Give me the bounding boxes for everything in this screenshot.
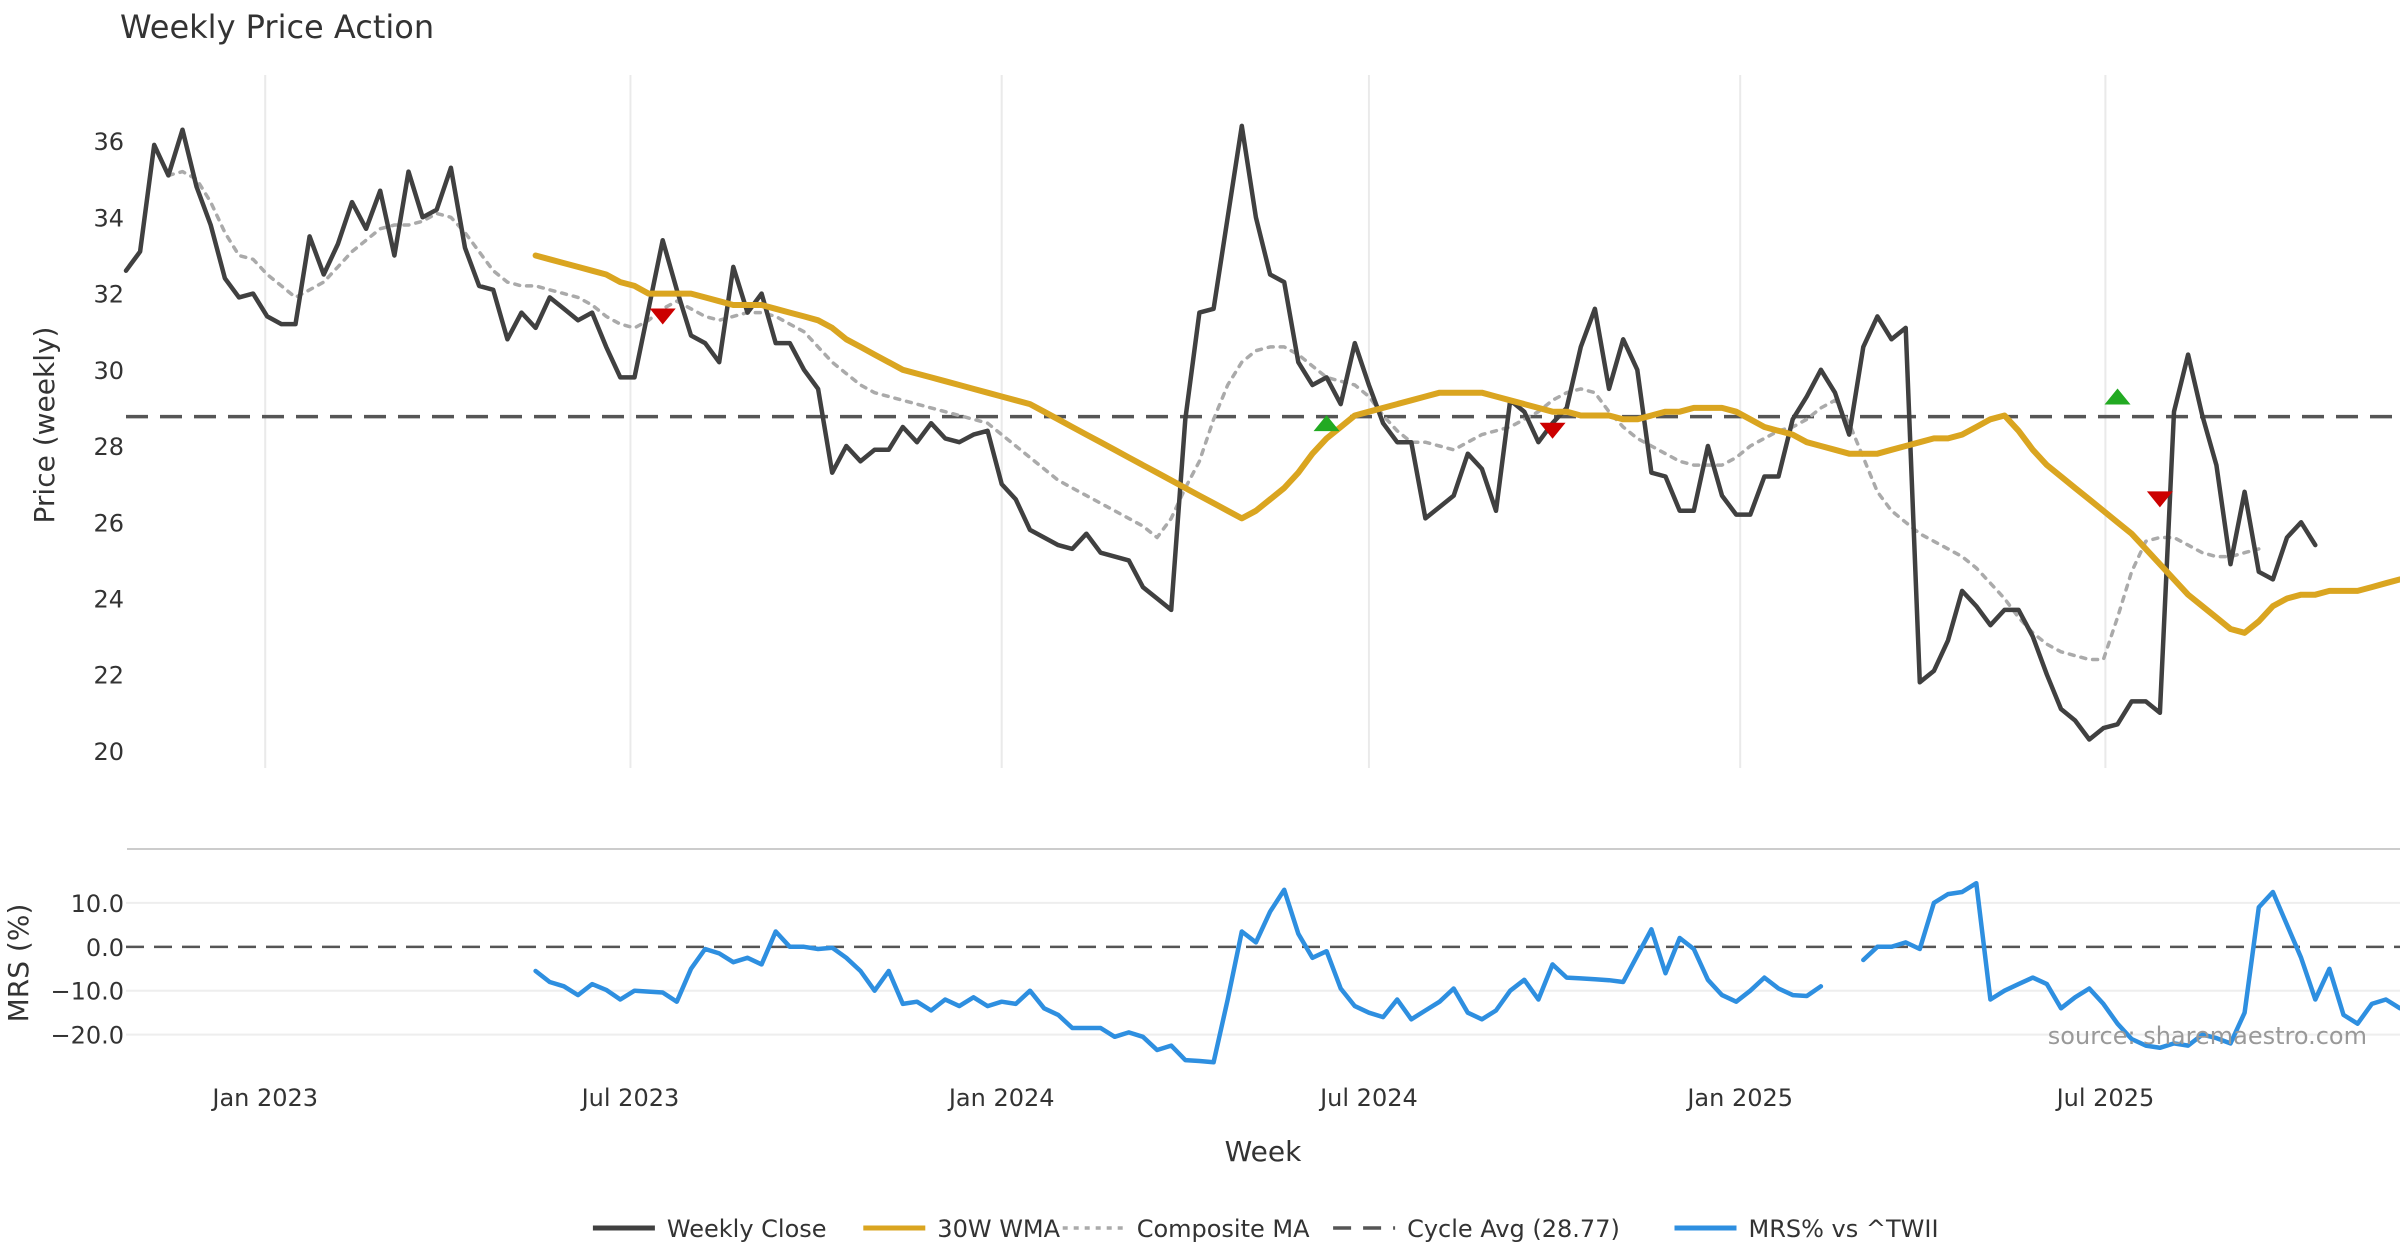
x-tick-label: Jan 2024: [947, 1084, 1055, 1112]
x-tick-label: Jul 2025: [2055, 1084, 2155, 1112]
price-ytick-label: 30: [93, 357, 124, 385]
x-axis-ticks: Jan 2023 Jul 2023 Jan 2024 Jul 2024 Jan 2025…: [210, 1084, 2154, 1112]
mrs-gridlines: [126, 901, 2400, 1036]
buy-signal-marker: [2104, 388, 2131, 405]
price-y-axis-label: Price (weekly): [28, 327, 61, 524]
x-tick-label: Jan 2025: [1685, 1084, 1793, 1112]
price-ytick-label: 32: [93, 281, 124, 309]
price-ytick-label: 34: [93, 204, 124, 232]
sell-signal-marker: [1539, 422, 1566, 439]
mrs-y-axis-label: MRS (%): [2, 904, 35, 1023]
legend-label: Weekly Close: [667, 1215, 827, 1243]
price-series: [123, 123, 2400, 742]
x-tick-label: Jan 2023: [210, 1084, 318, 1112]
price-y-axis-ticks: 20 22 24 26 28 30 32 34 36: [93, 128, 124, 766]
mrs-line-segment-1: [1861, 880, 2400, 1051]
x-tick-label: Jul 2023: [580, 1084, 680, 1112]
sell-signal-marker: [649, 308, 676, 325]
price-ytick-label: 22: [93, 662, 124, 690]
buy-signal-marker: [1313, 415, 1340, 432]
legend-label: MRS% vs ^TWII: [1749, 1215, 1939, 1243]
mrs-series: [533, 880, 2400, 1065]
price-ytick-label: 24: [93, 585, 124, 613]
price-gridlines: [264, 75, 2107, 768]
price-ytick-label: 20: [93, 738, 124, 766]
x-tick-label: Jul 2024: [1318, 1084, 1418, 1112]
mrs-ytick-label: −10.0: [50, 978, 124, 1006]
legend-label: 30W WMA: [937, 1215, 1060, 1243]
sell-signal-marker: [2146, 491, 2173, 508]
signal-markers: [649, 308, 2173, 508]
legend-label: Composite MA: [1137, 1215, 1310, 1243]
price-ytick-label: 26: [93, 509, 124, 537]
mrs-ytick-label: −20.0: [50, 1022, 124, 1050]
mrs-ytick-label: 10.0: [71, 890, 124, 918]
weekly-close-line: [123, 123, 2318, 742]
chart-title: Weekly Price Action: [120, 8, 434, 46]
legend-label: Cycle Avg (28.77): [1407, 1215, 1620, 1243]
mrs-y-axis-ticks: 10.0 0.0 −10.0 −20.0: [50, 890, 124, 1050]
legend: Weekly Close 30W WMA Composite MA Cycle Avg…: [592, 1215, 1939, 1243]
composite-ma-line: [166, 169, 2261, 662]
30w-wma-line: [532, 252, 2400, 636]
price-ytick-label: 28: [93, 433, 124, 461]
mrs-line-segment-0: [533, 887, 1824, 1065]
source-note: source: sharemaestro.com: [2048, 1022, 2367, 1050]
price-ytick-label: 36: [93, 128, 124, 156]
x-axis-label: Week: [1225, 1135, 1302, 1168]
mrs-ytick-label: 0.0: [86, 934, 124, 962]
